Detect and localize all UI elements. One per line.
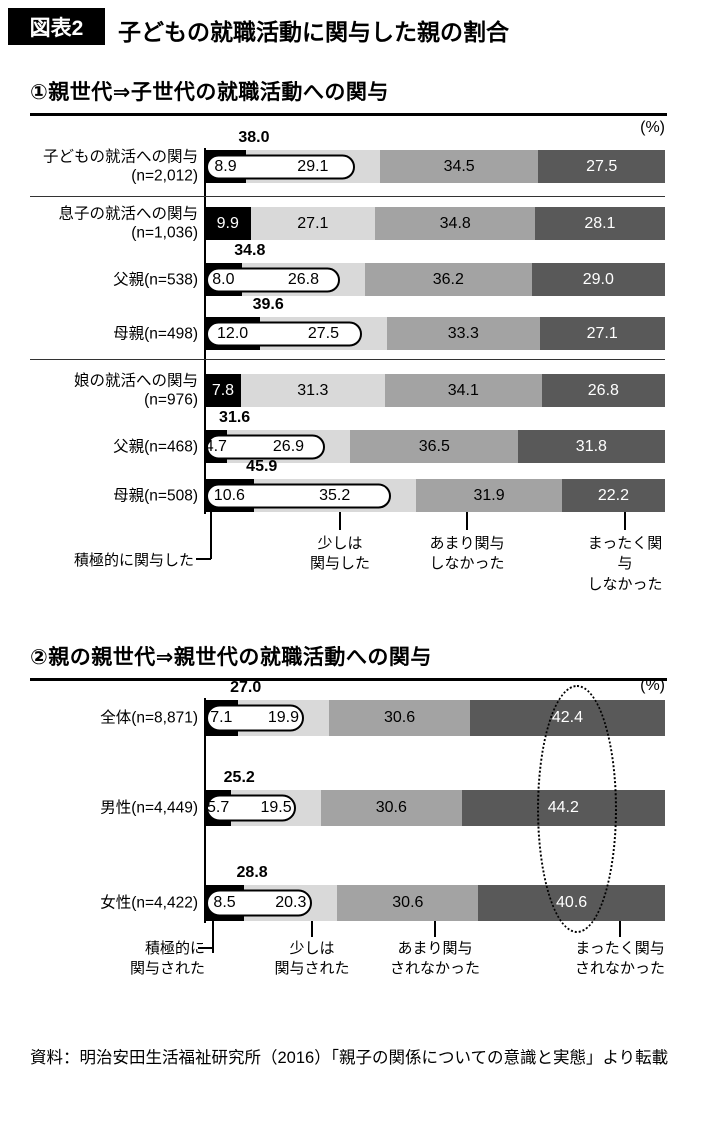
legend-item-not-at-all: まったく関与 しなかった	[587, 535, 663, 593]
subtotal-label: 45.9	[246, 458, 278, 475]
section-1-heading: ①親世代⇒子世代の就職活動への関与	[30, 76, 667, 116]
bar-row: 子どもの就活への関与 (n=2,012) 8.9 29.1 34.5 27.5 …	[0, 129, 710, 185]
stacked-bar: 7.8 31.3 34.1 26.8	[205, 374, 665, 407]
bar-segment-somewhat: 31.3	[240, 374, 385, 407]
bar-row: 女性(n=4,422) 8.5 20.3 30.6 40.6 28.8	[0, 864, 710, 921]
subtotal-label: 34.8	[234, 242, 266, 259]
subtotal-label: 25.2	[223, 769, 255, 786]
legend-item-not-much: あまり関与 されなかった	[389, 940, 481, 978]
legend-leader-line	[210, 512, 212, 559]
bar-segment-active: 9.9	[205, 207, 251, 240]
highlight-capsule	[206, 267, 341, 292]
highlight-capsule	[206, 704, 305, 732]
bar-segment-not-much: 34.5	[379, 150, 539, 183]
legend-item-somewhat: 少しは 関与された	[274, 940, 350, 978]
stacked-bar: 8.0 26.8 36.2 29.0 34.8	[205, 242, 665, 296]
stacked-bar: 8.5 20.3 30.6 40.6 28.8	[205, 864, 665, 921]
legend-leader-line	[339, 512, 341, 530]
stacked-bar: 10.6 35.2 31.9 22.2 45.9	[205, 458, 665, 512]
stacked-bar: 4.7 26.9 36.5 31.8 31.6	[205, 409, 665, 463]
stacked-bar: 8.9 29.1 34.5 27.5 38.0	[205, 129, 665, 183]
bar-segment-not-at-all: 27.1	[539, 317, 665, 350]
stacked-bar: 12.0 27.5 33.3 27.1 39.6	[205, 296, 665, 350]
row-label: 息子の就活への関与 (n=1,036)	[58, 205, 198, 242]
subtotal-label: 27.0	[230, 679, 262, 696]
bar-row: 父親(n=538) 8.0 26.8 36.2 29.0 34.8	[0, 242, 710, 296]
row-label: 女性(n=4,422)	[100, 894, 198, 912]
bar-segment-not-at-all: 27.5	[538, 150, 665, 183]
stacked-bar: 5.7 19.5 30.6 44.2 25.2	[205, 769, 665, 826]
emphasis-ellipse	[537, 685, 617, 933]
bar-segment-not-much: 30.6	[337, 885, 479, 921]
row-label: 全体(n=8,871)	[100, 709, 198, 727]
legend-item-not-much: あまり関与 しなかった	[429, 535, 505, 573]
highlight-capsule	[206, 154, 355, 179]
subtotal-label: 38.0	[238, 129, 270, 146]
highlight-capsule	[206, 434, 326, 459]
bar-segment-not-at-all: 22.2	[562, 479, 665, 512]
legend-leader-line	[466, 512, 468, 530]
legend-item-active: 積極的に関与した	[73, 552, 194, 569]
bar-segment-not-much: 36.2	[365, 263, 532, 296]
stacked-bar: 9.9 27.1 34.8 28.1	[205, 207, 665, 240]
bar-row: 息子の就活への関与 (n=1,036) 9.9 27.1 34.8 28.1	[0, 205, 710, 242]
bar-segment-not-at-all: 28.1	[535, 207, 665, 240]
section-2-heading: ②親の親世代⇒親世代の就職活動への関与	[30, 641, 667, 681]
source-note: 資料：明治安田生活福祉研究所（2016）「親子の関係についての意識と実態」より転…	[30, 1049, 669, 1067]
bar-segment-active: 4.7	[205, 430, 227, 463]
bar-segment-not-much: 31.9	[415, 479, 563, 512]
bar-row: 母親(n=498) 12.0 27.5 33.3 27.1 39.6	[0, 296, 710, 350]
bar-segment-not-much: 30.6	[320, 790, 462, 826]
page-title: 子どもの就職活動に関与した親の割合	[118, 19, 509, 45]
highlight-capsule	[206, 794, 296, 822]
group-separator	[30, 196, 665, 197]
figure-badge: 図表2	[8, 8, 105, 45]
row-label: 父親(n=468)	[113, 437, 198, 455]
bar-segment-somewhat: 27.1	[250, 207, 376, 240]
row-label: 父親(n=538)	[113, 270, 198, 288]
row-label: 母親(n=508)	[113, 486, 198, 504]
group-separator	[30, 359, 665, 360]
highlight-capsule	[206, 889, 313, 917]
bar-segment-not-at-all: 31.8	[518, 430, 665, 463]
chart-parents-of-children: (%) 子どもの就活への関与 (n=2,012) 8.9 29.1 34.5 2…	[0, 115, 710, 600]
row-label: 母親(n=498)	[113, 324, 198, 342]
bar-row: 母親(n=508) 10.6 35.2 31.9 22.2 45.9	[0, 458, 710, 512]
legend-leader-line	[212, 921, 214, 953]
row-label: 娘の就活への関与 (n=976)	[73, 372, 198, 409]
bar-segment-active: 7.8	[205, 374, 241, 407]
legend-item-somewhat: 少しは 関与した	[309, 535, 371, 573]
legend-leader-line	[196, 558, 211, 560]
subtotal-label: 39.6	[252, 296, 284, 313]
subtotal-label: 31.6	[219, 409, 251, 426]
bar-segment-not-at-all: 29.0	[531, 263, 665, 296]
bar-segment-not-much: 34.1	[384, 374, 542, 407]
legend-leader-line	[198, 947, 213, 949]
bar-row: 娘の就活への関与 (n=976) 7.8 31.3 34.1 26.8	[0, 372, 710, 409]
bar-segment-not-much: 34.8	[375, 207, 536, 240]
legend-leader-line	[311, 921, 313, 937]
legend-leader-line	[619, 921, 621, 937]
bar-segment-not-much: 30.6	[329, 700, 470, 736]
row-label: 男性(n=4,449)	[100, 799, 198, 817]
bar-segment-not-much: 36.5	[350, 430, 519, 463]
bar-row: 男性(n=4,449) 5.7 19.5 30.6 44.2 25.2	[0, 769, 710, 826]
subtotal-label: 28.8	[236, 864, 268, 881]
bar-segment-not-much: 33.3	[386, 317, 540, 350]
legend-item-active: 積極的に 関与された	[129, 940, 205, 978]
legend-leader-line	[434, 921, 436, 937]
bar-segment-not-at-all: 26.8	[541, 374, 665, 407]
bar-row: 父親(n=468) 4.7 26.9 36.5 31.8 31.6	[0, 409, 710, 463]
unit-label: (%)	[640, 677, 665, 694]
unit-label: (%)	[640, 119, 665, 136]
chart-grandparents: (%) 全体(n=8,871) 7.1 19.9 30.6 42.4 27.0 …	[0, 675, 710, 1035]
legend-item-not-at-all: まったく関与 されなかった	[575, 940, 666, 978]
highlight-capsule	[206, 483, 391, 508]
highlight-capsule	[206, 321, 362, 346]
row-label: 子どもの就活への関与 (n=2,012)	[42, 148, 198, 185]
legend-leader-line	[624, 512, 626, 530]
